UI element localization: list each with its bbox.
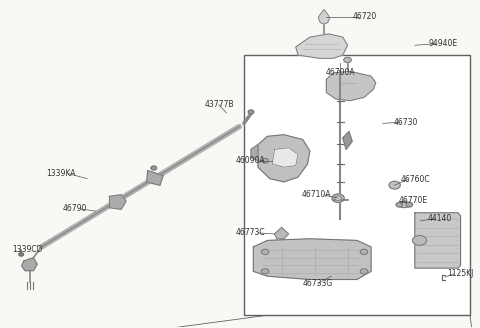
Text: 46773C: 46773C bbox=[236, 228, 265, 237]
Circle shape bbox=[396, 202, 403, 207]
Polygon shape bbox=[326, 71, 376, 101]
Text: 46730: 46730 bbox=[393, 118, 418, 127]
Polygon shape bbox=[147, 171, 163, 185]
Circle shape bbox=[344, 57, 351, 63]
Circle shape bbox=[248, 110, 254, 114]
Circle shape bbox=[335, 196, 341, 200]
Circle shape bbox=[19, 253, 24, 256]
Text: 46720: 46720 bbox=[352, 12, 376, 22]
Polygon shape bbox=[109, 195, 126, 209]
Circle shape bbox=[406, 202, 412, 207]
Polygon shape bbox=[22, 258, 37, 271]
Text: 44140: 44140 bbox=[428, 214, 452, 223]
Text: 1339KA: 1339KA bbox=[46, 169, 76, 178]
Text: 46090A: 46090A bbox=[236, 156, 265, 165]
Text: 46733G: 46733G bbox=[303, 279, 333, 288]
Polygon shape bbox=[258, 135, 310, 182]
Polygon shape bbox=[253, 239, 371, 279]
Circle shape bbox=[412, 236, 427, 245]
Circle shape bbox=[151, 166, 156, 170]
Text: 46710A: 46710A bbox=[301, 190, 331, 199]
Circle shape bbox=[360, 269, 368, 274]
Text: 94940E: 94940E bbox=[429, 39, 458, 48]
Circle shape bbox=[389, 181, 400, 189]
Circle shape bbox=[332, 194, 344, 202]
Polygon shape bbox=[415, 213, 460, 268]
Circle shape bbox=[262, 158, 268, 163]
Circle shape bbox=[261, 269, 269, 274]
Text: 46770E: 46770E bbox=[398, 196, 428, 205]
Polygon shape bbox=[318, 10, 330, 24]
Polygon shape bbox=[343, 132, 352, 149]
Polygon shape bbox=[275, 227, 288, 239]
Text: 1125KJ: 1125KJ bbox=[447, 269, 473, 278]
Circle shape bbox=[261, 249, 269, 255]
Text: 46790: 46790 bbox=[63, 204, 87, 214]
Polygon shape bbox=[272, 148, 298, 167]
Text: 43777B: 43777B bbox=[204, 100, 234, 109]
Text: 46760C: 46760C bbox=[401, 175, 431, 184]
Polygon shape bbox=[296, 34, 348, 58]
Polygon shape bbox=[251, 145, 258, 161]
Circle shape bbox=[360, 249, 368, 255]
Text: 1339CD: 1339CD bbox=[12, 245, 43, 254]
Text: 46700A: 46700A bbox=[325, 68, 355, 77]
Bar bbox=[244, 55, 470, 315]
Ellipse shape bbox=[397, 202, 411, 208]
